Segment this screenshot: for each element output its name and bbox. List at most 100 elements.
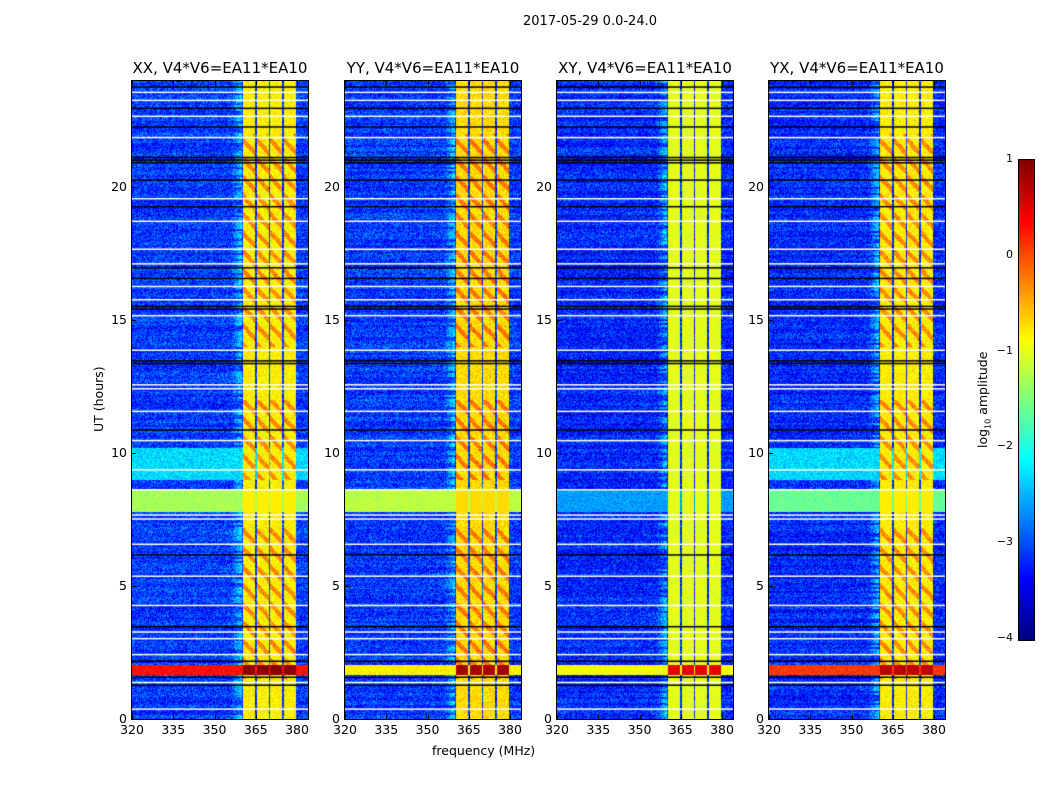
x-tick-mark (255, 81, 257, 85)
x-tick-mark (468, 81, 470, 85)
x-tick-label: 380 (922, 722, 946, 737)
x-tick-mark (934, 81, 935, 85)
x-tick-mark (892, 81, 894, 85)
colorbar (1018, 159, 1035, 641)
y-tick-label: 20 (536, 179, 552, 195)
x-tick-mark (132, 715, 133, 719)
y-tick-label: 0 (332, 711, 340, 726)
y-tick-label: 15 (748, 312, 764, 328)
x-tick-mark (386, 715, 388, 719)
colorbar-tick-label: −3 (996, 535, 1013, 549)
x-tick-label: 350 (839, 722, 864, 737)
x-tick-mark (934, 715, 935, 719)
heatmap-image (769, 81, 945, 719)
colorbar-label-sub: 10 (983, 418, 993, 429)
y-tick-mark (557, 453, 561, 455)
colorbar-tick-label: 1 (1006, 152, 1013, 165)
y-tick-label: 5 (756, 578, 764, 594)
y-tick-mark (345, 453, 349, 455)
y-tick-label: 20 (748, 179, 764, 195)
x-tick-mark (722, 715, 723, 719)
x-tick-mark (214, 81, 216, 85)
x-tick-mark (810, 715, 812, 719)
x-tick-mark (598, 81, 600, 85)
y-tick-label: 10 (748, 445, 764, 461)
y-tick-label: 0 (119, 711, 127, 726)
x-tick-label: 335 (798, 722, 823, 737)
x-tick-label: 365 (243, 722, 268, 737)
x-axis-label: frequency (MHz) (432, 743, 536, 758)
x-tick-label: 335 (374, 722, 399, 737)
x-tick-label: 365 (668, 722, 693, 737)
y-tick-label: 20 (324, 179, 340, 195)
x-tick-mark (345, 81, 346, 85)
x-tick-mark (680, 81, 682, 85)
x-tick-mark (810, 81, 812, 85)
x-tick-mark (680, 715, 682, 719)
x-tick-mark (510, 715, 511, 719)
y-tick-mark (345, 187, 349, 189)
panel-title: YX, V4*V6=EA11*EA10 (770, 59, 944, 77)
y-tick-label: 5 (332, 578, 340, 594)
y-tick-label: 5 (119, 578, 127, 594)
y-tick-mark (769, 187, 773, 189)
y-tick-mark (132, 187, 136, 189)
x-tick-mark (557, 81, 558, 85)
x-tick-mark (468, 715, 470, 719)
colorbar-tick-label: −2 (996, 439, 1013, 453)
x-tick-mark (851, 715, 853, 719)
x-tick-label: 320 (120, 722, 144, 737)
y-tick-mark (132, 453, 136, 455)
x-tick-label: 335 (586, 722, 611, 737)
x-tick-label: 320 (333, 722, 357, 737)
x-tick-label: 350 (415, 722, 440, 737)
x-tick-mark (769, 81, 770, 85)
colorbar-tick-label: 0 (1006, 247, 1013, 261)
colorbar-tick-label: −4 (996, 631, 1013, 644)
x-tick-label: 380 (710, 722, 734, 737)
panel-title: XY, V4*V6=EA11*EA10 (558, 59, 732, 77)
heatmap-panel-2 (556, 80, 734, 720)
x-tick-mark (132, 81, 133, 85)
heatmap-image (345, 81, 521, 719)
x-tick-mark (598, 715, 600, 719)
y-tick-mark (345, 719, 349, 720)
panel-title: YY, V4*V6=EA11*EA10 (346, 59, 520, 77)
y-tick-label: 15 (111, 312, 127, 328)
y-tick-label: 10 (324, 445, 340, 461)
x-tick-mark (386, 81, 388, 85)
y-tick-label: 20 (111, 179, 127, 195)
y-tick-mark (345, 586, 349, 588)
colorbar-gradient (1019, 160, 1034, 640)
x-tick-label: 380 (285, 722, 309, 737)
y-tick-label: 10 (111, 445, 127, 461)
x-tick-label: 380 (498, 722, 522, 737)
y-tick-mark (132, 586, 136, 588)
y-tick-label: 15 (536, 312, 552, 328)
x-tick-label: 365 (456, 722, 481, 737)
x-tick-mark (639, 81, 641, 85)
x-tick-mark (173, 81, 175, 85)
x-tick-label: 320 (757, 722, 781, 737)
y-tick-mark (769, 320, 773, 322)
x-tick-label: 350 (627, 722, 652, 737)
y-tick-mark (345, 320, 349, 322)
x-tick-mark (510, 81, 511, 85)
x-tick-mark (255, 715, 257, 719)
x-tick-mark (214, 715, 216, 719)
y-tick-mark (132, 320, 136, 322)
heatmap-image (557, 81, 733, 719)
colorbar-label: log10 amplitude (975, 352, 993, 448)
figure-title: 2017-05-29 0.0-24.0 (523, 14, 657, 29)
x-tick-mark (427, 715, 429, 719)
x-tick-mark (639, 715, 641, 719)
heatmap-image (132, 81, 308, 719)
y-axis-label: UT (hours) (91, 366, 106, 432)
panel-title: XX, V4*V6=EA11*EA10 (132, 59, 308, 77)
x-tick-mark (297, 715, 298, 719)
y-tick-mark (769, 719, 773, 720)
x-tick-mark (722, 81, 723, 85)
x-tick-mark (769, 715, 770, 719)
colorbar-tick-label: −1 (996, 343, 1013, 357)
